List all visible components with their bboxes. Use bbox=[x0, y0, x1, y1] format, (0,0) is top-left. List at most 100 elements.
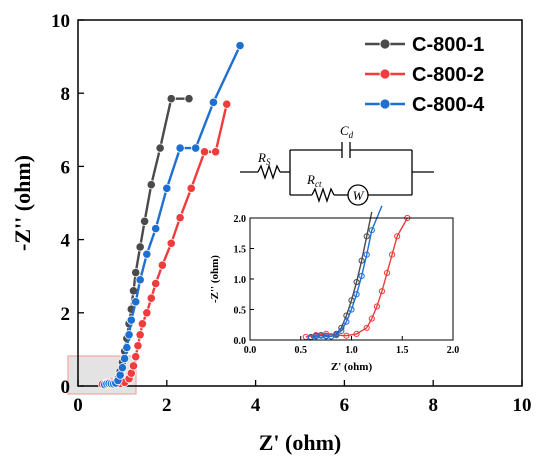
data-point bbox=[151, 278, 161, 289]
y-axis-label: -Z'' (ohm) bbox=[10, 155, 35, 251]
inset-data-point bbox=[383, 269, 391, 276]
x-tick-label: 2 bbox=[162, 395, 172, 416]
data-point bbox=[191, 143, 201, 153]
data-point bbox=[120, 353, 130, 364]
data-point bbox=[135, 242, 145, 252]
legend-label: C-800-4 bbox=[412, 94, 485, 116]
x-axis-label: Z' (ohm) bbox=[259, 430, 342, 455]
inset-x-tick-label: 0.0 bbox=[244, 345, 257, 356]
inset-y-tick-label: 0.5 bbox=[234, 306, 247, 317]
legend: C-800-1 C-800-2 C-800-4 bbox=[365, 34, 485, 116]
inset-x-tick-label: 1.5 bbox=[396, 345, 409, 356]
inset-series-line-C-800-4 bbox=[310, 205, 383, 339]
main-axis-ticks: 0 2 4 6 8 10 0 2 4 6 8 10 bbox=[51, 11, 532, 416]
data-point bbox=[155, 143, 165, 153]
inset-data-point bbox=[363, 233, 370, 240]
y-tick-label: 10 bbox=[51, 11, 70, 32]
series-line-C-800-1 bbox=[104, 97, 189, 386]
data-point bbox=[135, 330, 145, 340]
data-point bbox=[146, 180, 156, 190]
y-tick-label: 6 bbox=[61, 157, 71, 178]
data-point bbox=[166, 94, 176, 104]
data-point bbox=[117, 363, 128, 373]
inset-x-tick-label: 1.0 bbox=[345, 345, 358, 356]
inset-data-point bbox=[363, 251, 370, 258]
data-point bbox=[131, 267, 141, 278]
data-point bbox=[235, 41, 245, 51]
y-tick-label: 0 bbox=[61, 377, 71, 398]
inset-x-tick-label: 2.0 bbox=[447, 345, 460, 356]
inset-data-point bbox=[338, 327, 345, 334]
legend-label: C-800-2 bbox=[412, 64, 484, 86]
inset-y-axis-label: -Z'' (ohm) bbox=[209, 255, 221, 303]
data-point bbox=[122, 342, 132, 353]
inset-data-point bbox=[343, 332, 350, 339]
y-tick-label: 8 bbox=[61, 84, 71, 105]
circuit-label-rs: RS bbox=[257, 150, 271, 167]
main-series-group bbox=[97, 41, 245, 390]
equivalent-circuit bbox=[240, 142, 434, 206]
legend-marker bbox=[379, 98, 391, 110]
inset-background bbox=[250, 218, 453, 340]
data-point bbox=[142, 308, 152, 318]
data-point bbox=[146, 293, 156, 303]
data-point bbox=[124, 330, 134, 340]
series-line-C-800-2 bbox=[102, 103, 228, 386]
inset-y-tick-label: 2.0 bbox=[234, 214, 247, 225]
inset-y-tick-label: 1.5 bbox=[234, 245, 247, 256]
inset-y-tick-label: 0.0 bbox=[234, 336, 247, 347]
data-point bbox=[186, 183, 196, 193]
x-tick-label: 4 bbox=[251, 395, 261, 416]
inset-data-point bbox=[389, 251, 396, 258]
inset-data-point bbox=[353, 330, 360, 337]
circuit-label-rct: Rct bbox=[306, 172, 322, 189]
inset-data-point bbox=[394, 233, 401, 240]
data-point bbox=[157, 260, 167, 270]
data-point bbox=[222, 99, 232, 109]
inset-data-point bbox=[348, 306, 355, 313]
x-tick-label: 10 bbox=[513, 395, 532, 416]
data-point bbox=[137, 319, 147, 329]
data-point bbox=[133, 341, 143, 351]
data-point bbox=[175, 213, 185, 223]
inset-axis-ticks: 0.0 0.5 1.0 1.5 2.0 0.0 0.5 1.0 1.5 2.0 bbox=[234, 214, 460, 356]
inset-data-point bbox=[358, 257, 365, 264]
data-point bbox=[199, 147, 210, 157]
data-point bbox=[211, 147, 221, 157]
y-tick-label: 4 bbox=[61, 231, 71, 252]
legend-marker bbox=[379, 68, 391, 80]
data-point bbox=[175, 143, 185, 153]
inset-y-tick-label: 1.0 bbox=[234, 275, 247, 286]
inset-series-group bbox=[302, 205, 411, 341]
data-point bbox=[131, 297, 141, 307]
x-tick-label: 8 bbox=[428, 395, 438, 416]
inset-data-point bbox=[333, 332, 340, 339]
inset-data-point bbox=[363, 324, 370, 331]
inset-data-point bbox=[378, 288, 386, 295]
inset-data-point bbox=[368, 227, 375, 234]
circuit-label-cd: Cd bbox=[340, 123, 354, 140]
inset-data-point bbox=[358, 272, 365, 280]
x-tick-label: 0 bbox=[73, 395, 83, 416]
inset-x-tick-label: 0.5 bbox=[295, 345, 308, 356]
inset-data-point bbox=[368, 315, 375, 322]
data-point bbox=[126, 315, 136, 325]
data-point bbox=[166, 238, 176, 248]
data-point bbox=[140, 216, 150, 226]
data-point bbox=[162, 183, 172, 193]
data-point bbox=[128, 361, 139, 371]
data-point bbox=[208, 97, 219, 107]
inset-data-point bbox=[373, 303, 380, 310]
inset-data-point bbox=[343, 318, 350, 325]
data-point bbox=[135, 275, 145, 285]
circuit-label-w: W bbox=[353, 188, 365, 203]
data-point bbox=[151, 224, 161, 234]
data-point bbox=[142, 249, 152, 259]
legend-marker bbox=[379, 38, 391, 50]
main-plot-frame bbox=[77, 19, 523, 387]
legend-label: C-800-1 bbox=[412, 34, 484, 56]
inset-x-axis-label: Z' (ohm) bbox=[331, 361, 373, 373]
inset-data-point bbox=[353, 291, 360, 298]
y-tick-label: 2 bbox=[61, 304, 71, 325]
